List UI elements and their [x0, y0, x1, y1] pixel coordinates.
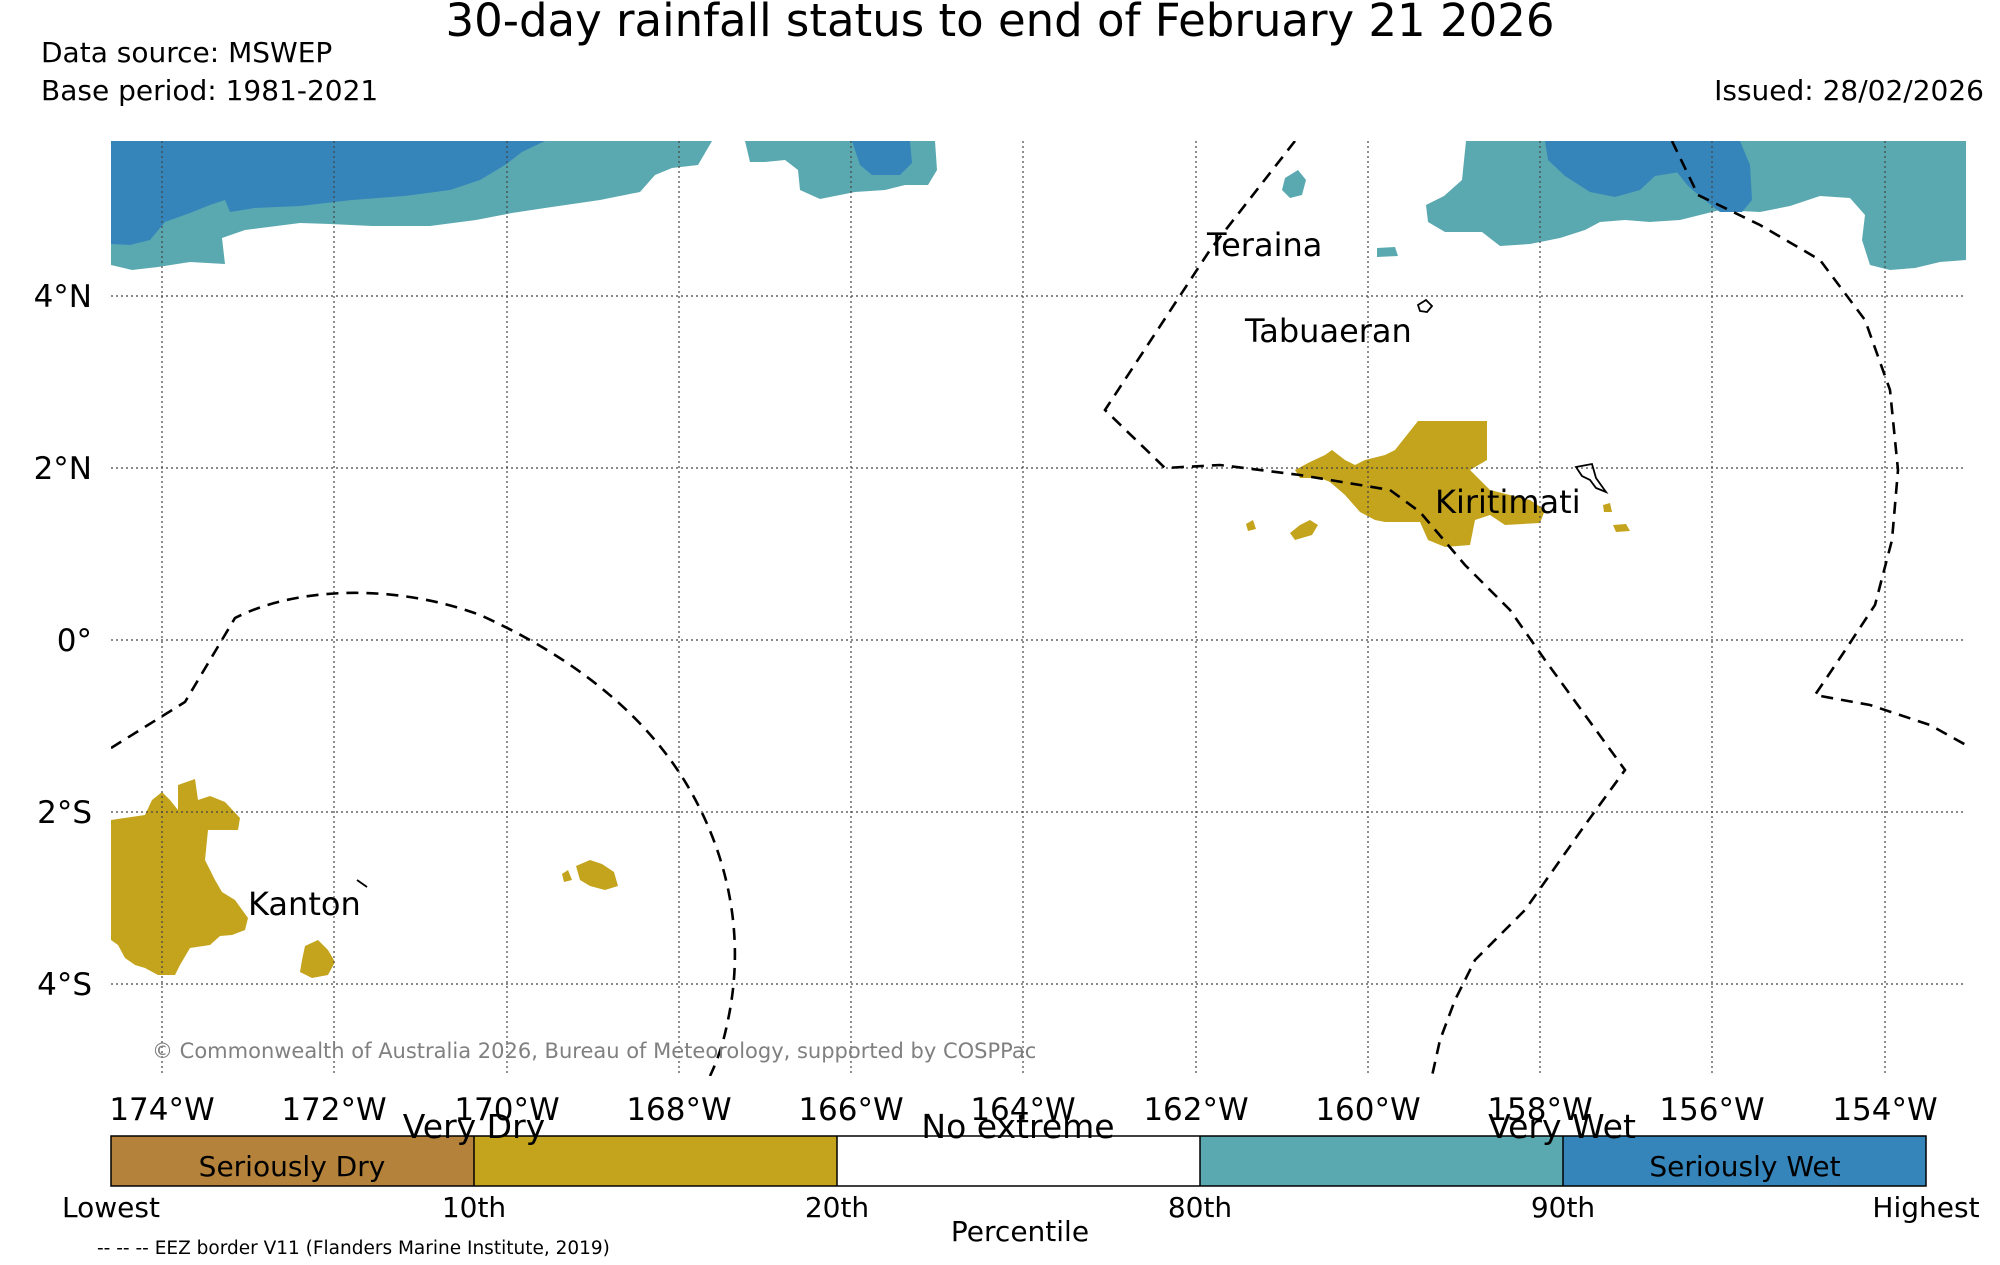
legend-colorbar: Seriously Dry Seriously Wet Very Dry No …	[62, 1107, 1980, 1224]
very-dry-region-kiritimati	[1295, 421, 1545, 547]
lon-tick: 174°W	[109, 1092, 214, 1128]
latitude-ticks: 4°N 2°N 0° 2°S 4°S	[34, 279, 92, 1003]
seriously-wet-region-center	[852, 141, 912, 175]
lon-tick: 172°W	[281, 1092, 386, 1128]
lon-tick: 162°W	[1143, 1092, 1248, 1128]
lat-tick: 0°	[57, 623, 92, 659]
lon-tick: 166°W	[798, 1092, 903, 1128]
island-outlines	[356, 298, 1609, 888]
legend-segment-very-wet	[1200, 1136, 1563, 1186]
seriously-wet-region-west	[111, 141, 545, 245]
map-area	[111, 141, 1966, 1076]
legend-tick-90th: 90th	[1531, 1191, 1595, 1224]
wet-islet-teraina	[1282, 170, 1306, 198]
eez-borders	[111, 141, 1966, 1076]
kanton-island	[356, 879, 368, 888]
legend-segment-very-dry	[474, 1136, 837, 1186]
legend-no-extreme-label: No extreme	[921, 1107, 1114, 1146]
lon-tick: 168°W	[626, 1092, 731, 1128]
legend-seriously-wet-label: Seriously Wet	[1649, 1150, 1840, 1183]
base-period-label: Base period: 1981-2021	[41, 74, 379, 107]
wet-islet-small	[1377, 247, 1398, 257]
legend-tick-10th: 10th	[442, 1191, 506, 1224]
page-title: 30-day rainfall status to end of Februar…	[445, 0, 1555, 47]
very-dry-islet-6	[576, 860, 618, 890]
very-dry-islet-3	[1613, 524, 1630, 532]
eez-border-line-islands-east	[1670, 141, 1966, 747]
place-tabuaeran: Tabuaeran	[1244, 312, 1412, 350]
lon-tick: 158°W	[1487, 1092, 1592, 1128]
eez-border-line-islands-west	[1103, 141, 1627, 1076]
legend-very-wet-label: Very Wet	[1488, 1107, 1636, 1146]
eez-border-note: -- -- -- EEZ border V11 (Flanders Marine…	[97, 1238, 610, 1259]
legend-segment-seriously-dry	[111, 1136, 474, 1186]
kiritimati-island	[1574, 462, 1609, 494]
seriously-wet-region-far-east	[1670, 141, 1752, 212]
lon-tick: 170°W	[454, 1092, 559, 1128]
lon-tick: 160°W	[1315, 1092, 1420, 1128]
very-dry-islet-5	[300, 940, 335, 978]
gridlines	[111, 141, 1966, 1076]
data-source-label: Data source: MSWEP	[41, 36, 333, 69]
legend-very-dry-label: Very Dry	[403, 1107, 545, 1146]
lat-tick: 4°N	[34, 279, 92, 315]
legend-tick-20th: 20th	[805, 1191, 869, 1224]
legend-tick-highest: Highest	[1872, 1191, 1979, 1224]
very-dry-islet-2	[1246, 520, 1256, 531]
place-teraina: Teraina	[1206, 226, 1322, 264]
tabuaeran-island	[1416, 298, 1434, 313]
very-dry-region-kanton	[111, 779, 248, 975]
lat-tick: 2°N	[34, 451, 92, 487]
very-wet-region-east	[1426, 141, 1966, 270]
lat-tick: 2°S	[37, 795, 92, 831]
eez-border-phoenix	[111, 591, 737, 1076]
issued-date-label: Issued: 28/02/2026	[1714, 74, 1984, 107]
place-kanton: Kanton	[248, 885, 361, 923]
legend-seriously-dry-label: Seriously Dry	[199, 1150, 386, 1183]
very-dry-islet-1	[1290, 520, 1318, 540]
place-names: Teraina Tabuaeran Kiritimati Kanton	[248, 226, 1581, 923]
lat-tick: 4°S	[37, 967, 92, 1003]
place-kiritimati: Kiritimati	[1435, 483, 1581, 521]
lon-tick: 156°W	[1659, 1092, 1764, 1128]
copyright-notice: © Commonwealth of Australia 2026, Bureau…	[152, 1039, 1036, 1063]
longitude-ticks: 174°W 172°W 170°W 168°W 166°W 164°W 162°…	[109, 1092, 1937, 1128]
very-dry-islet-4	[1603, 503, 1612, 512]
lon-tick: 164°W	[970, 1092, 1075, 1128]
very-dry-islet-7	[562, 870, 572, 882]
legend-segment-seriously-wet	[1563, 1136, 1926, 1186]
lon-tick: 154°W	[1832, 1092, 1937, 1128]
legend-axis-label: Percentile	[950, 1215, 1090, 1248]
legend-segment-no-extreme	[837, 1136, 1200, 1186]
legend-tick-lowest: Lowest	[62, 1191, 160, 1224]
legend-tick-80th: 80th	[1168, 1191, 1232, 1224]
